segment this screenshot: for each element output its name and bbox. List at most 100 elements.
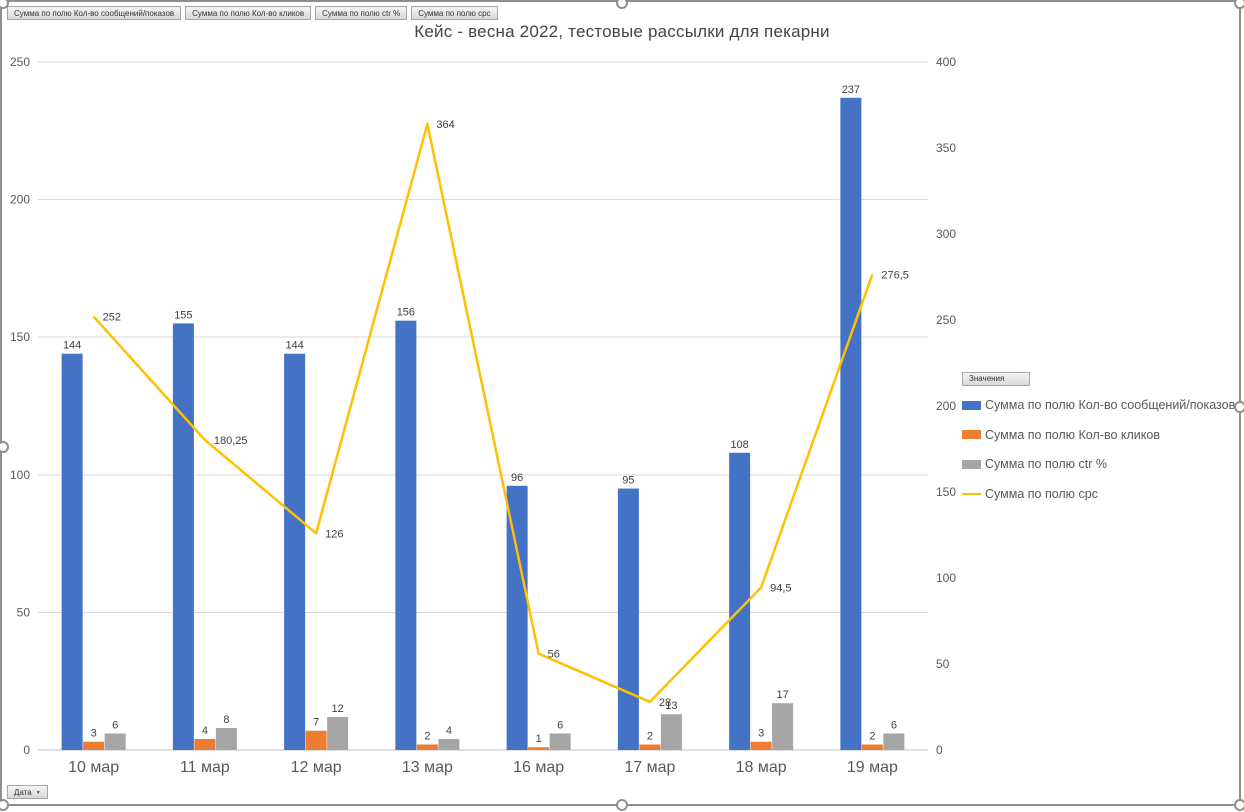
bar[interactable] [729, 452, 751, 750]
resize-handle-left-middle[interactable] [0, 441, 9, 453]
bar[interactable] [840, 97, 862, 750]
category-label: 17 мар [624, 759, 675, 776]
legend-entry: Сумма по полю Кол-во сообщений/показов [962, 391, 1235, 421]
bar-data-label: 6 [891, 719, 897, 731]
bar[interactable] [861, 744, 883, 750]
bar-data-label: 17 [777, 689, 789, 701]
pivot-field-button[interactable]: Сумма по полю ctr % [315, 6, 408, 20]
bar-data-label: 144 [63, 340, 81, 352]
line-series[interactable] [92, 122, 874, 704]
right-axis-tick-label: 300 [936, 227, 956, 241]
bar[interactable] [416, 744, 438, 750]
bar-data-label: 6 [557, 719, 563, 731]
bar[interactable] [772, 703, 794, 750]
bar[interactable] [83, 741, 105, 750]
pivot-field-buttons: Сумма по полю Кол-во сообщений/показов Су… [7, 6, 498, 20]
left-axis-tick-label: 200 [10, 193, 30, 207]
bar-data-label: 4 [446, 725, 452, 737]
bar[interactable] [395, 320, 417, 750]
legend: Значения Сумма по полю Кол-во сообщений/… [962, 370, 1235, 509]
bar[interactable] [660, 714, 682, 750]
bar[interactable] [750, 741, 772, 750]
right-axis-tick-label: 100 [936, 571, 956, 585]
legend-label: Сумма по полю срс [985, 486, 1098, 501]
left-axis-tick-label: 150 [10, 330, 30, 344]
bar[interactable] [883, 733, 905, 750]
bar[interactable] [528, 747, 550, 750]
bar-data-label: 2 [647, 730, 653, 742]
bar-data-label: 95 [622, 475, 634, 487]
bar-data-label: 144 [285, 340, 303, 352]
line-data-label: 364 [436, 119, 454, 131]
resize-handle-top-middle[interactable] [616, 0, 628, 9]
left-axis-tick-label: 250 [10, 55, 30, 69]
bar[interactable] [639, 744, 661, 750]
line-data-label: 28 [659, 697, 671, 709]
category-label: 12 мар [291, 759, 342, 776]
bar[interactable] [284, 353, 306, 750]
legend-entry: Сумма по полю ctr % [962, 450, 1235, 480]
legend-label: Сумма по полю Кол-во сообщений/показов [985, 398, 1236, 413]
bar-data-label: 96 [511, 472, 523, 484]
right-axis-tick-label: 400 [936, 55, 956, 69]
category-label: 13 мар [402, 759, 453, 776]
legend-swatch [962, 492, 981, 495]
bar[interactable] [617, 488, 639, 750]
resize-handle-bottom-left[interactable] [0, 799, 9, 811]
dropdown-arrow-icon: ▼ [35, 790, 41, 796]
legend-entries: Сумма по полю Кол-во сообщений/показов Су… [962, 391, 1235, 509]
bar-data-label: 6 [112, 719, 118, 731]
bar-data-label: 108 [730, 439, 748, 451]
right-axis-tick-label: 250 [936, 313, 956, 327]
bar-data-label: 7 [313, 717, 319, 729]
bar[interactable] [61, 353, 83, 750]
right-axis-tick-label: 50 [936, 657, 950, 671]
bar-data-label: 13 [665, 700, 677, 712]
legend-label: Сумма по полю ctr % [985, 457, 1108, 472]
bar[interactable] [549, 733, 571, 750]
bar-data-label: 237 [842, 84, 860, 96]
bar[interactable] [194, 738, 216, 750]
bar-data-label: 3 [91, 728, 97, 740]
bar-data-label: 1 [536, 733, 542, 745]
date-filter-button[interactable]: Дата ▼ [7, 785, 48, 799]
bar[interactable] [305, 730, 327, 750]
bar-data-label: 12 [332, 703, 344, 715]
line-data-label: 276,5 [881, 269, 909, 281]
pivot-field-button[interactable]: Сумма по полю Кол-во кликов [185, 6, 312, 20]
right-axis-tick-label: 200 [936, 399, 956, 413]
date-filter-label: Дата [14, 787, 32, 797]
bar-data-label: 2 [869, 730, 875, 742]
resize-handle-top-left[interactable] [0, 0, 9, 9]
bar-data-label: 156 [397, 307, 415, 319]
bar[interactable] [327, 716, 349, 750]
line-data-label: 126 [325, 528, 343, 540]
bar[interactable] [506, 485, 528, 750]
left-axis-tick-label: 50 [17, 605, 31, 619]
left-axis-tick-label: 100 [10, 468, 30, 482]
pivot-field-button[interactable]: Сумма по полю Кол-во сообщений/показов [7, 6, 182, 20]
chart-title[interactable]: Кейс - весна 2022, тестовые рассылки для… [414, 22, 830, 41]
resize-handle-right-middle[interactable] [1234, 401, 1244, 413]
bar-data-label: 155 [174, 309, 192, 321]
resize-handle-bottom-right[interactable] [1234, 799, 1244, 811]
bar-data-label: 2 [424, 730, 430, 742]
resize-handle-bottom-middle[interactable] [616, 799, 628, 811]
bar[interactable] [172, 323, 194, 750]
legend-swatch [962, 430, 981, 440]
resize-handle-top-right[interactable] [1234, 0, 1244, 9]
legend-entry: Сумма по полю Кол-во кликов [962, 420, 1235, 450]
legend-label: Сумма по полю Кол-во кликов [985, 427, 1160, 442]
right-axis-tick-label: 0 [936, 743, 943, 757]
bar[interactable] [104, 733, 126, 750]
category-label: 18 мар [736, 759, 787, 776]
bar[interactable] [438, 738, 460, 750]
bar[interactable] [215, 727, 237, 750]
line-data-label: 94,5 [770, 582, 791, 594]
legend-values-button[interactable]: Значения [962, 371, 1030, 386]
pivot-field-button[interactable]: Сумма по полю срс [411, 6, 498, 20]
bar-data-label: 8 [223, 714, 229, 726]
line-data-label: 252 [103, 312, 121, 324]
